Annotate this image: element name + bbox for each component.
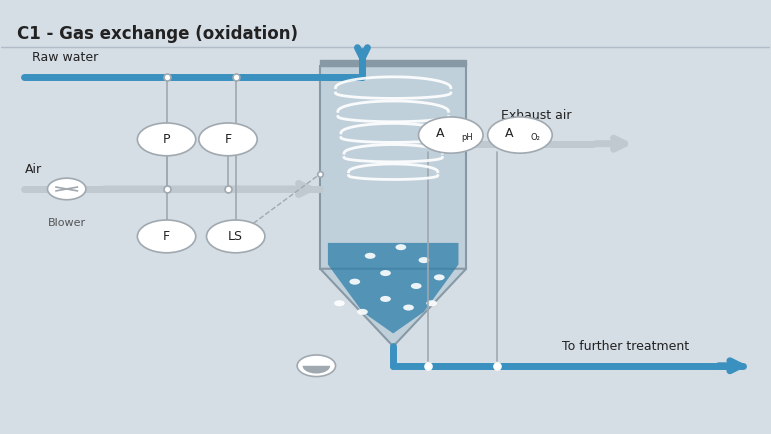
Circle shape — [434, 274, 445, 280]
Text: F: F — [163, 230, 170, 243]
Circle shape — [419, 257, 429, 263]
Circle shape — [297, 355, 335, 377]
Text: A: A — [505, 127, 513, 140]
Text: A: A — [436, 127, 445, 140]
Circle shape — [380, 296, 391, 302]
Polygon shape — [320, 59, 466, 66]
Circle shape — [488, 117, 552, 153]
Text: Blower: Blower — [48, 217, 86, 227]
Polygon shape — [328, 243, 459, 333]
Text: Air: Air — [25, 163, 42, 176]
Text: P: P — [163, 133, 170, 146]
Circle shape — [349, 279, 360, 285]
Circle shape — [419, 117, 483, 153]
Circle shape — [426, 300, 437, 306]
Polygon shape — [320, 66, 466, 269]
Circle shape — [207, 220, 265, 253]
Circle shape — [380, 270, 391, 276]
Circle shape — [411, 283, 422, 289]
Polygon shape — [320, 269, 466, 346]
Text: F: F — [224, 133, 231, 146]
Circle shape — [48, 178, 86, 200]
Circle shape — [199, 123, 258, 156]
Text: pH: pH — [462, 133, 473, 142]
Text: C1 - Gas exchange (oxidation): C1 - Gas exchange (oxidation) — [17, 25, 298, 43]
Text: LS: LS — [228, 230, 243, 243]
Text: Raw water: Raw water — [32, 51, 99, 64]
Text: O₂: O₂ — [530, 133, 540, 142]
Wedge shape — [302, 366, 330, 374]
Circle shape — [357, 309, 368, 315]
Circle shape — [137, 220, 196, 253]
Text: Exhaust air: Exhaust air — [500, 109, 571, 122]
Circle shape — [334, 300, 345, 306]
Circle shape — [137, 123, 196, 156]
Circle shape — [365, 253, 375, 259]
Circle shape — [403, 305, 414, 311]
Text: To further treatment: To further treatment — [562, 340, 689, 353]
Circle shape — [396, 244, 406, 250]
